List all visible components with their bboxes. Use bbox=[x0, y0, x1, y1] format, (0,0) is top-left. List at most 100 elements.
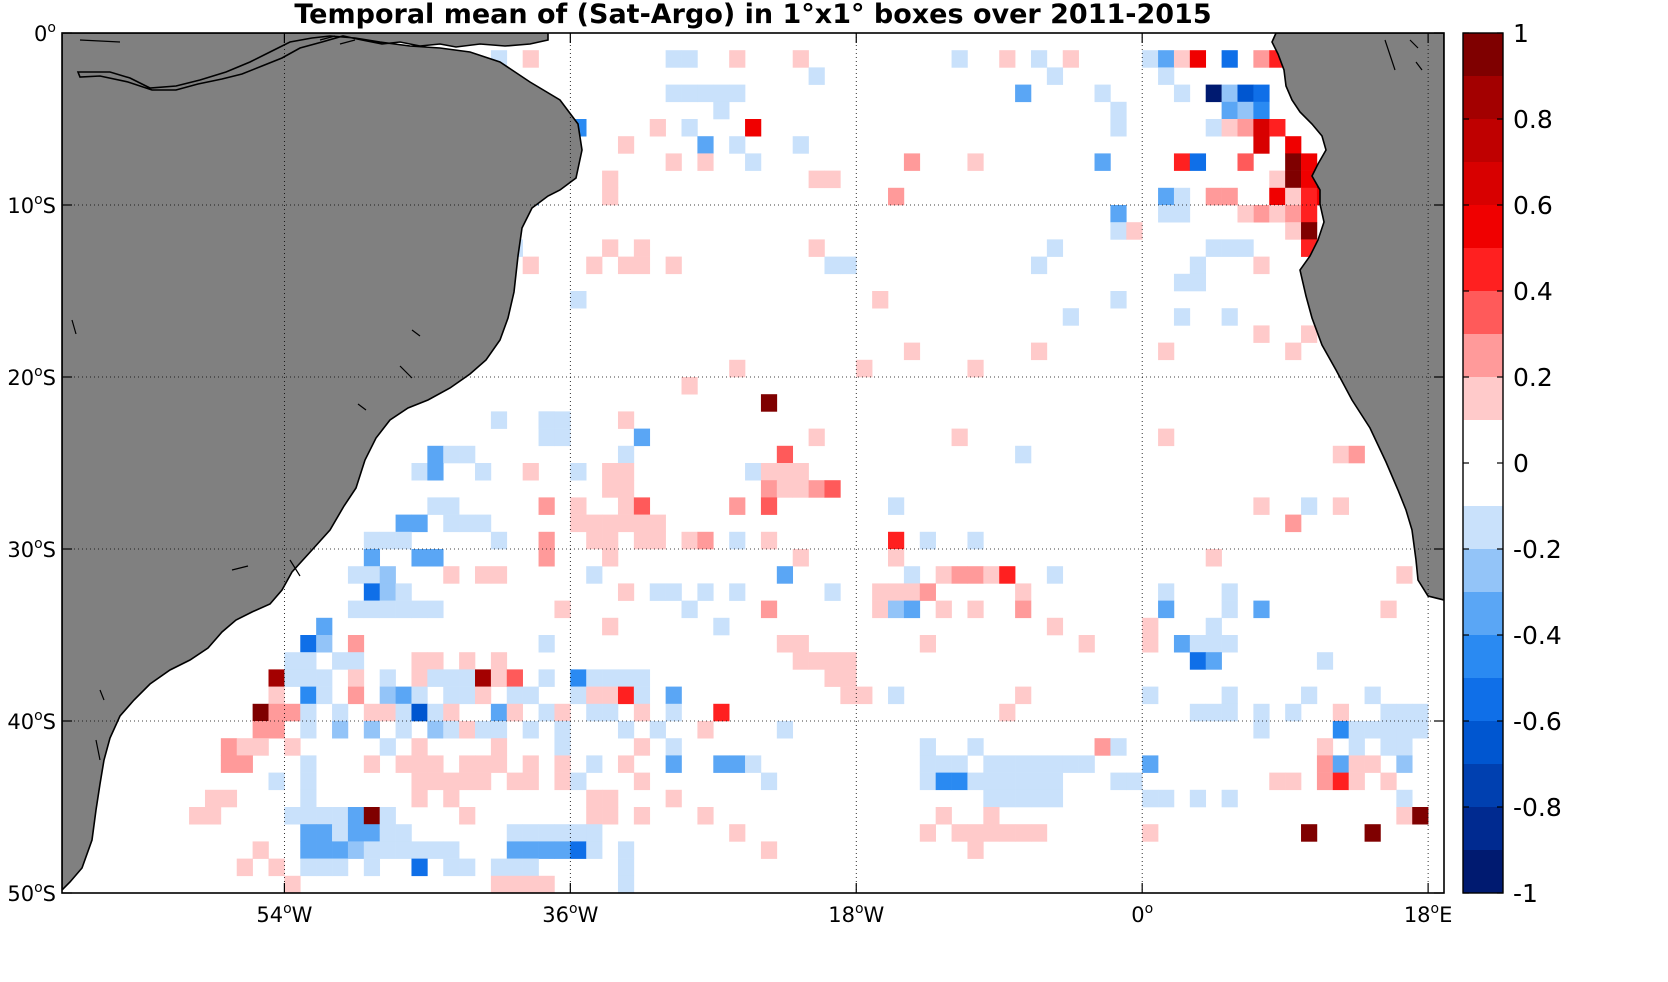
data-cell bbox=[316, 824, 333, 842]
data-cell bbox=[379, 669, 396, 687]
data-cell bbox=[379, 738, 396, 756]
data-cell bbox=[475, 463, 492, 481]
data-cell bbox=[316, 807, 333, 825]
data-cell bbox=[522, 463, 539, 481]
colorbar-segment bbox=[1463, 506, 1503, 550]
data-cell bbox=[506, 686, 523, 705]
data-cell bbox=[1332, 755, 1349, 773]
data-cell bbox=[1285, 514, 1302, 533]
data-cell bbox=[363, 531, 381, 550]
colorbar-segment bbox=[1463, 33, 1503, 77]
data-cell bbox=[363, 858, 381, 877]
data-cell bbox=[443, 445, 460, 464]
data-cell bbox=[300, 755, 317, 773]
data-cell bbox=[999, 772, 1016, 791]
data-cell bbox=[490, 531, 508, 550]
data-cell bbox=[1189, 50, 1207, 68]
data-cell bbox=[1158, 789, 1175, 808]
data-cell bbox=[919, 772, 936, 791]
data-cell bbox=[1348, 445, 1365, 464]
data-cell bbox=[1110, 291, 1127, 309]
data-cell bbox=[697, 153, 714, 171]
data-cell bbox=[665, 755, 682, 773]
data-cell bbox=[1348, 772, 1365, 791]
data-cell bbox=[713, 101, 730, 120]
data-cell bbox=[443, 858, 460, 877]
data-cell bbox=[1221, 119, 1238, 137]
data-cell bbox=[586, 703, 603, 722]
data-cell bbox=[554, 755, 571, 773]
data-cell bbox=[490, 703, 508, 722]
data-cell bbox=[490, 875, 508, 893]
data-cell bbox=[268, 721, 285, 739]
data-cell bbox=[1253, 600, 1270, 619]
data-cell bbox=[999, 566, 1016, 584]
data-cell bbox=[363, 566, 381, 584]
data-cell bbox=[888, 686, 905, 705]
data-cell bbox=[427, 841, 444, 859]
data-cell bbox=[268, 772, 285, 791]
data-cell bbox=[729, 497, 746, 515]
data-cell bbox=[1285, 342, 1302, 361]
data-cell bbox=[268, 703, 285, 722]
data-cell bbox=[570, 291, 587, 309]
data-cell bbox=[713, 755, 730, 773]
data-cell bbox=[475, 566, 492, 584]
data-cell bbox=[506, 841, 523, 859]
data-cell bbox=[1253, 703, 1270, 722]
data-cell bbox=[1158, 428, 1175, 447]
data-cell bbox=[1285, 222, 1302, 240]
data-cell bbox=[300, 652, 317, 670]
data-cell bbox=[490, 652, 508, 670]
data-cell bbox=[300, 807, 317, 825]
data-cell bbox=[760, 463, 778, 481]
data-cell bbox=[316, 841, 333, 859]
data-cell bbox=[490, 755, 508, 773]
colorbar-segment bbox=[1463, 76, 1503, 120]
data-cell bbox=[411, 841, 428, 859]
data-cell bbox=[411, 652, 428, 670]
data-cell bbox=[1444, 824, 1460, 842]
data-cell bbox=[649, 583, 666, 601]
data-cell bbox=[379, 824, 396, 842]
data-cell bbox=[1221, 583, 1238, 601]
data-cell bbox=[300, 858, 317, 877]
data-cell bbox=[427, 703, 444, 722]
data-cell bbox=[1142, 789, 1159, 808]
data-cell bbox=[919, 824, 936, 842]
data-cell bbox=[903, 600, 921, 619]
data-cell bbox=[332, 807, 349, 825]
data-cell bbox=[697, 136, 714, 154]
data-cell bbox=[1221, 703, 1238, 722]
data-cell bbox=[681, 600, 698, 619]
chart-title: Temporal mean of (Sat-Argo) in 1°x1° box… bbox=[294, 0, 1212, 30]
data-cell bbox=[1380, 600, 1397, 619]
land-africa bbox=[1271, 33, 1444, 601]
data-cell bbox=[1269, 772, 1286, 791]
data-cell bbox=[999, 703, 1016, 722]
data-cell bbox=[316, 669, 333, 687]
data-cell bbox=[665, 50, 682, 68]
data-cell bbox=[332, 858, 349, 877]
data-cell bbox=[554, 841, 571, 859]
data-cell bbox=[1078, 635, 1095, 653]
data-cell bbox=[268, 858, 285, 877]
data-cell bbox=[935, 772, 952, 791]
data-cell bbox=[808, 67, 825, 85]
data-cell bbox=[1285, 170, 1302, 189]
data-cell bbox=[602, 686, 619, 705]
data-cell bbox=[300, 669, 317, 687]
data-cell bbox=[1205, 239, 1222, 257]
data-cell bbox=[1030, 256, 1048, 275]
data-cell bbox=[649, 119, 666, 137]
data-cell bbox=[300, 686, 317, 705]
data-cell bbox=[967, 600, 984, 619]
data-cell bbox=[713, 703, 730, 722]
data-cell bbox=[617, 841, 635, 859]
colorbar-segment bbox=[1463, 420, 1503, 464]
data-cell bbox=[284, 652, 301, 670]
data-cell bbox=[570, 514, 587, 533]
data-cell bbox=[332, 703, 349, 722]
data-cell bbox=[745, 153, 762, 171]
data-cell bbox=[776, 721, 794, 739]
